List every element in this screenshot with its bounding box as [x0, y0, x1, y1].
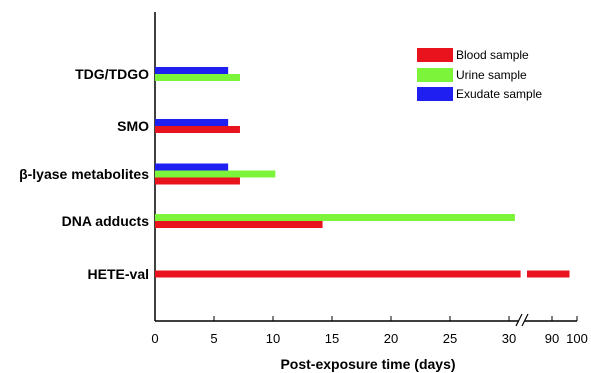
category-label-hete-val: HETE-val [88, 266, 149, 282]
axis-break-slash-left [515, 313, 523, 327]
category-label-lyase-metabolites: β-lyase metabolites [19, 166, 149, 182]
axis-break-gap [519, 317, 525, 325]
legend-label-blood-sample: Blood sample [456, 48, 529, 62]
legend-label-exudate-sample: Exudate sample [456, 87, 542, 101]
bar-smo-exudate-sample [155, 119, 229, 126]
legend-swatch-urine-sample [417, 68, 453, 82]
axis-break-mark [515, 313, 529, 327]
axis-break-slash-right [521, 313, 529, 327]
bar-hete-val-blood-sample [155, 270, 521, 278]
bar-dna-adducts-blood-sample [155, 221, 323, 228]
x-tick-label-15: 15 [325, 331, 339, 346]
category-label-dna-adducts: DNA adducts [62, 213, 150, 229]
category-labels: TDG/TDGO SMO β-lyase metabolites DNA adduct… [19, 66, 149, 282]
bar-dna-adducts-urine-sample [155, 214, 515, 221]
bar-tdg-tdgo-exudate-sample [155, 67, 229, 74]
bar-tdg-tdgo-urine-sample [155, 74, 240, 81]
legend: Blood sample Urine sample Exudate sample [417, 48, 542, 101]
legend-label-urine-sample: Urine sample [456, 68, 527, 82]
bar-smo-blood-sample [155, 126, 240, 133]
x-tick-label-10: 10 [266, 331, 280, 346]
legend-swatch-blood-sample [417, 48, 453, 62]
x-tick-label-20: 20 [384, 331, 398, 346]
bar-hete-val-blood-sample-continued [527, 270, 570, 278]
category-label-tdg-tdgo: TDG/TDGO [75, 66, 149, 82]
x-tick-label-100: 100 [566, 331, 588, 346]
x-ticks: 0 5 10 15 20 25 30 90 100 [151, 316, 588, 346]
bar-lyase-metabolites-urine-sample [155, 170, 276, 178]
bar-lyase-metabolites-exudate-sample [155, 163, 229, 171]
x-axis-title: Post-exposure time (days) [280, 356, 455, 372]
bar-lyase-metabolites-blood-sample [155, 177, 240, 185]
x-tick-label-25: 25 [443, 331, 457, 346]
category-label-smo: SMO [117, 118, 149, 134]
x-tick-label-5: 5 [210, 331, 217, 346]
x-tick-label-30: 30 [502, 331, 516, 346]
x-tick-label-90: 90 [545, 331, 559, 346]
bars-layer [155, 67, 570, 278]
x-tick-label-0: 0 [151, 331, 158, 346]
legend-swatch-exudate-sample [417, 87, 453, 101]
